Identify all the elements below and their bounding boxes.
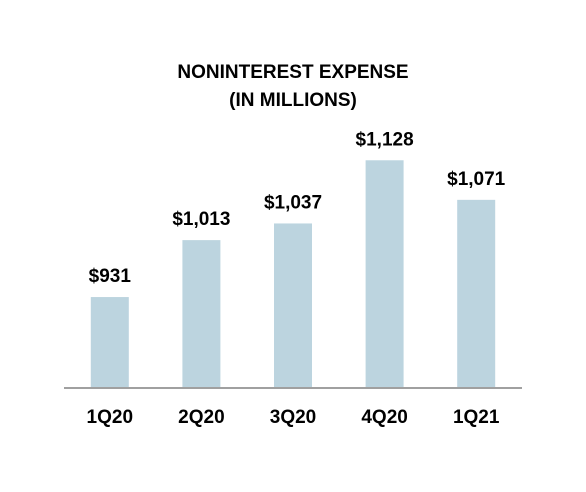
x-tick-label: 4Q20 [361,407,407,428]
value-label: $1,071 [447,169,506,190]
x-tick-label: 1Q20 [87,407,133,428]
bar [274,223,312,388]
value-label: $1,013 [172,209,230,230]
bar [182,240,221,388]
x-tick-label: 2Q20 [178,407,224,428]
bar [365,160,404,388]
x-tick-label: 3Q20 [270,407,316,428]
value-label: $931 [89,266,132,287]
chart-title: NONINTEREST EXPENSE [177,62,408,83]
value-label: $1,128 [356,129,414,150]
value-label: $1,037 [264,192,322,213]
bar [90,297,129,388]
chart-subtitle: (IN MILLIONS) [229,90,357,111]
x-tick-label: 1Q21 [453,407,500,428]
bar [457,199,496,388]
